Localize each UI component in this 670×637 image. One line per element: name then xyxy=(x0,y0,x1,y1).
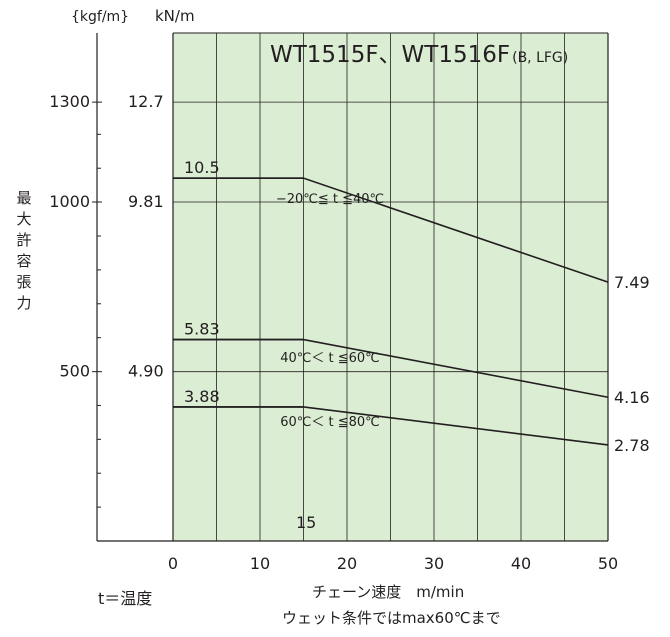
left-unit-label: {kgf/m} xyxy=(71,9,129,25)
x-tick-label: 40 xyxy=(511,554,531,573)
series-end-label: 7.49 xyxy=(614,273,650,292)
y-tick-label-kn: 12.7 xyxy=(128,92,164,111)
x-tick-label: 0 xyxy=(168,554,178,573)
axis-ticks: 1300 1000 500 12.7 9.81 4.90 0 10 20 30 40 50 xyxy=(49,92,618,573)
wet-condition-note: ウェット条件ではmax60℃まで xyxy=(282,609,501,627)
series-name-label: 40℃＜ t ≦60℃ xyxy=(280,351,380,366)
y-tick-label-kn: 4.90 xyxy=(128,362,164,381)
y-axis-label-char: 張 xyxy=(16,273,32,291)
right-unit-label: kN/m xyxy=(155,7,195,25)
x-tick-label: 20 xyxy=(337,554,357,573)
y-axis-label: 最 大 許 容 張 力 xyxy=(14,188,34,314)
series-name-label: −20℃≦ t ≦40℃ xyxy=(276,192,384,207)
series-name-label: 60℃＜ t ≦80℃ xyxy=(280,415,380,430)
y-axis-label-char: 大 xyxy=(16,210,32,228)
axes xyxy=(96,32,609,542)
temperature-note: t＝温度 xyxy=(98,589,152,608)
x-tick-label: 10 xyxy=(250,554,270,573)
y-tick-label-kgf: 500 xyxy=(59,362,90,381)
series-end-label: 2.78 xyxy=(614,436,650,455)
series-start-label: 5.83 xyxy=(184,320,220,339)
breakpoint-label: 15 xyxy=(296,513,316,532)
series-end-label: 4.16 xyxy=(614,388,650,407)
horizontal-gridlines xyxy=(173,101,608,373)
data-series: 10.5 7.49 −20℃≦ t ≦40℃ 5.83 4.16 40℃＜ t ≦60℃ 3… xyxy=(173,158,650,455)
series-start-label: 10.5 xyxy=(184,158,220,177)
x-tick-label: 50 xyxy=(598,554,618,573)
y-tick-label-kgf: 1300 xyxy=(49,92,90,111)
y-axis-label-char: 最 xyxy=(16,189,32,207)
chart-title: WT1515F、WT1516F (B, LFG) xyxy=(270,42,568,68)
y-axis-label-char: 許 xyxy=(16,231,32,249)
y-tick-label-kn: 9.81 xyxy=(128,192,164,211)
series-start-label: 3.88 xyxy=(184,387,220,406)
vertical-gridlines xyxy=(216,33,565,541)
x-tick-label: 30 xyxy=(424,554,444,573)
chart-title-main: WT1515F、WT1516F xyxy=(270,42,510,68)
y-tick-label-kgf: 1000 xyxy=(49,192,90,211)
chart-title-suffix: (B, LFG) xyxy=(512,50,568,66)
y-axis-label-char: 力 xyxy=(16,294,32,312)
y-axis-label-char: 容 xyxy=(16,252,32,270)
x-axis-label: チェーン速度 m/min xyxy=(312,583,464,601)
